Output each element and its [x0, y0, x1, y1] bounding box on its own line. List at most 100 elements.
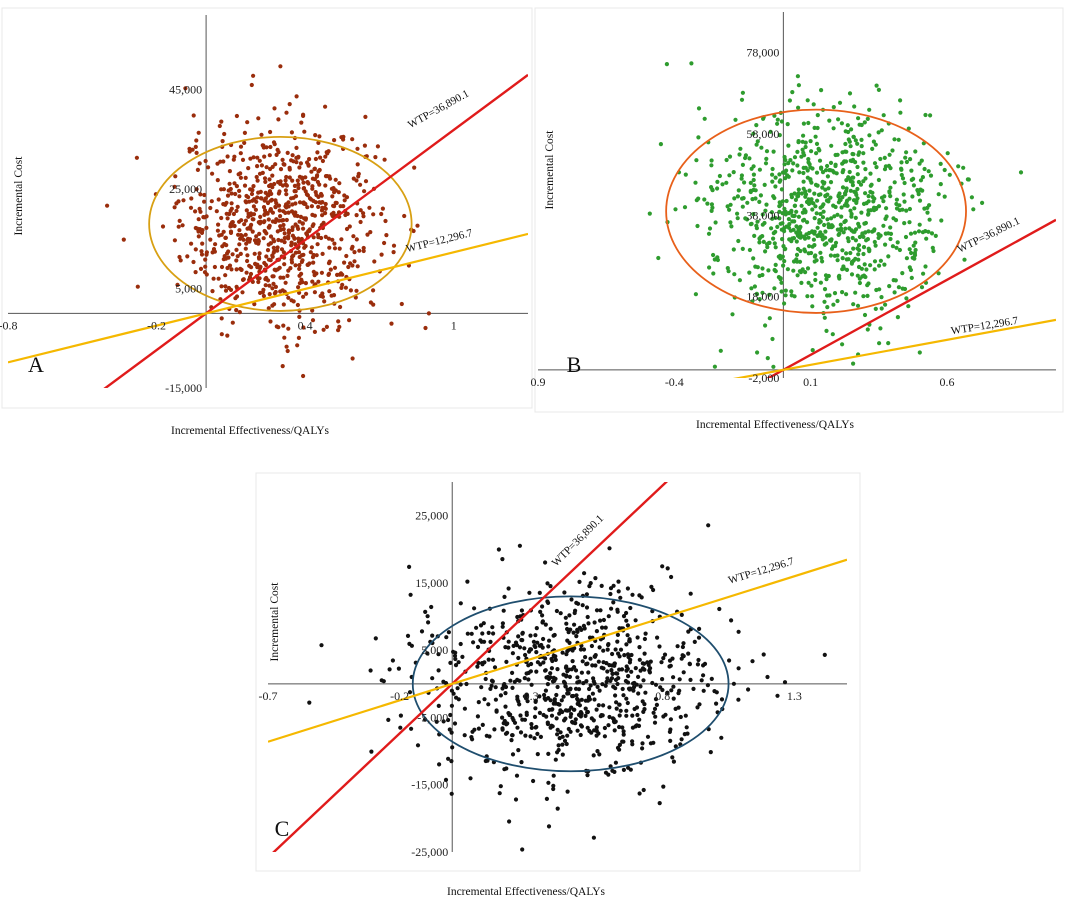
panel-b-point — [872, 259, 878, 264]
panel-b-point — [812, 191, 817, 196]
panel-b-point — [861, 245, 867, 250]
panel-b-point — [806, 160, 811, 165]
panel-c-point — [607, 546, 612, 551]
panel-b-point — [881, 113, 886, 118]
panel-c-point — [488, 639, 493, 645]
panel-c-point — [407, 690, 413, 695]
panel-c-point — [676, 691, 681, 696]
panel-b-point — [850, 180, 855, 185]
panel-a-point — [243, 175, 248, 180]
panel-b-point — [771, 364, 776, 369]
panel-a-point — [383, 218, 388, 224]
panel-a-point — [326, 236, 331, 241]
panel-c-y-tick-label: -15,000 — [411, 778, 448, 792]
panel-b-point — [778, 256, 783, 261]
panel-b-point — [820, 185, 825, 190]
panel-b-point — [791, 268, 796, 273]
panel-b-point — [748, 188, 753, 193]
panel-c-point — [610, 651, 615, 657]
panel-b-point — [813, 182, 819, 187]
panel-b-point — [802, 207, 807, 212]
panel-b-point — [856, 243, 862, 248]
panel-b-point — [740, 204, 745, 209]
panel-b-point — [760, 290, 765, 295]
panel-b-point — [847, 91, 853, 96]
panel-c-point — [567, 640, 572, 646]
panel-b-point — [780, 199, 785, 204]
panel-c-y-tick-label: -25,000 — [411, 845, 448, 859]
panel-c-point — [425, 614, 430, 619]
panel-c-point — [498, 693, 503, 698]
panel-c-point — [436, 668, 441, 673]
panel-c-point — [637, 657, 642, 662]
panel-a-point — [189, 241, 194, 246]
panel-b-point — [801, 121, 807, 126]
panel-b-point — [911, 243, 916, 248]
panel-c-point — [465, 579, 470, 584]
panel-c-point — [500, 557, 505, 562]
panel-c-point — [535, 752, 540, 757]
panel-a-point — [319, 235, 324, 241]
panel-b-point — [840, 256, 845, 261]
panel-c-point — [560, 734, 565, 739]
panel-c-y-tick-label: -5,000 — [417, 710, 448, 724]
panel-c-point — [551, 786, 556, 792]
panel-c-point — [624, 713, 629, 718]
panel-c-point — [621, 729, 626, 734]
panel-a-point — [268, 207, 273, 212]
panel-b-point — [739, 176, 744, 181]
panel-a-point — [199, 249, 204, 254]
panel-a-point — [320, 158, 325, 164]
panel-c-point — [452, 653, 458, 659]
panel-b-point — [866, 246, 871, 251]
panel-a-point — [320, 205, 325, 210]
panel-b-point — [803, 144, 808, 150]
panel-c-point — [540, 604, 545, 609]
panel-a-point — [365, 232, 370, 237]
panel-c-point — [606, 772, 611, 777]
panel-c-point — [545, 674, 551, 680]
panel-b-point — [853, 215, 858, 220]
panel-b-point — [895, 240, 900, 245]
panel-c-point — [607, 705, 612, 710]
panel-a-point — [283, 280, 288, 285]
panel-a-point — [263, 190, 268, 195]
panel-a-point — [282, 262, 287, 267]
panel-b-point — [844, 292, 849, 297]
panel-a-point — [285, 150, 290, 155]
panel-a-point — [271, 250, 276, 255]
panel-b-point — [909, 250, 914, 256]
panel-a-point — [278, 64, 283, 69]
panel-c-point — [475, 664, 480, 669]
panel-c-point — [561, 694, 566, 699]
panel-b-point — [861, 151, 866, 156]
panel-a-point — [391, 243, 397, 248]
panel-b-point — [927, 203, 932, 208]
panel-a-point — [412, 165, 417, 170]
panel-c-point — [515, 614, 520, 620]
panel-a-point — [276, 325, 281, 330]
panel-a-point — [384, 233, 389, 238]
panel-b-point — [865, 327, 870, 332]
panel-b-point — [831, 105, 836, 110]
panel-a-point — [282, 231, 287, 236]
panel-a-point — [255, 164, 260, 169]
panel-a-point — [354, 288, 359, 293]
panel-b-y-tick-label: 78,000 — [746, 46, 779, 60]
panel-c-point — [517, 678, 522, 683]
panel-c-point — [616, 589, 621, 594]
panel-c-point — [507, 819, 512, 824]
panel-c-point — [620, 686, 625, 692]
panel-c-point — [609, 606, 614, 611]
panel-c-point — [429, 604, 434, 610]
panel-a-point — [200, 228, 205, 233]
panel-a-point — [298, 161, 303, 166]
panel-c-point — [717, 606, 722, 612]
panel-b-point — [922, 166, 927, 172]
panel-a-point — [255, 155, 260, 160]
panel-c-point — [529, 725, 534, 731]
panel-b-point — [904, 150, 909, 155]
panel-b-point — [815, 225, 820, 230]
panel-b-point — [693, 292, 699, 297]
panel-b-point — [848, 250, 853, 256]
